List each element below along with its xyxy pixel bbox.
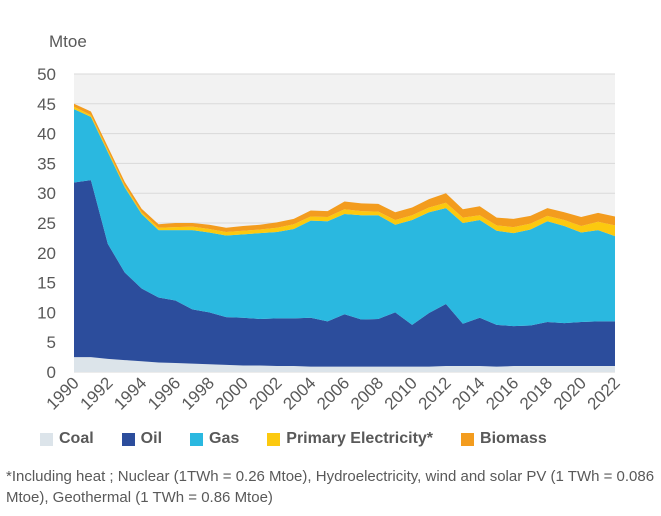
y-tick-label: 10 (37, 303, 56, 322)
x-tick-label: 2002 (246, 373, 286, 413)
legend-item-oil: Oil (121, 430, 163, 448)
x-tick-label: 2022 (584, 373, 624, 413)
legend-swatch-primary-electricity (267, 432, 281, 446)
x-tick-label: 2010 (381, 373, 421, 413)
legend-item-primary-electricity: Primary Electricity* (267, 430, 433, 448)
x-tick-label: 2012 (415, 373, 455, 413)
legend-item-biomass: Biomass (461, 430, 547, 448)
x-tick-label: 2018 (516, 373, 556, 413)
y-axis-label: Mtoe (49, 32, 87, 51)
legend-item-coal: Coal (40, 430, 94, 448)
y-tick-label: 45 (37, 95, 56, 114)
legend-label-primary-electricity: Primary Electricity* (286, 430, 434, 447)
area-biomass (74, 103, 615, 232)
y-tick-label: 15 (37, 274, 56, 293)
x-tick-label: 2014 (448, 373, 488, 413)
y-tick-label: 50 (37, 65, 56, 84)
y-tick-labels: 0 5 10 15 20 25 30 35 40 45 50 (37, 65, 56, 382)
area-gas (74, 109, 615, 327)
legend-swatch-biomass (461, 432, 475, 446)
legend-swatch-gas (190, 432, 204, 446)
legend-swatch-coal (40, 432, 53, 446)
x-tick-label: 1998 (178, 373, 218, 413)
y-tick-label: 0 (47, 363, 56, 382)
y-tick-label: 20 (37, 244, 56, 263)
legend-item-gas: Gas (190, 430, 239, 448)
y-tick-label: 25 (37, 214, 56, 233)
legend: Coal Oil Gas Primary Electricity* Biomas… (40, 430, 575, 448)
legend-label-biomass: Biomass (480, 430, 547, 447)
x-tick-labels: 1990199219941996199820002002200420062008… (43, 373, 624, 413)
area-oil (74, 180, 615, 367)
legend-swatch-oil (121, 432, 135, 446)
x-tick-label: 2004 (279, 373, 319, 413)
legend-label-gas: Gas (209, 430, 240, 447)
area-coal (74, 357, 615, 372)
stacked-area-chart: 0 5 10 15 20 25 30 35 40 45 50 1990199219941996199… (37, 65, 624, 414)
x-tick-label: 1992 (76, 373, 116, 413)
y-tick-label: 40 (37, 125, 56, 144)
x-tick-label: 2000 (212, 373, 252, 413)
x-tick-label: 1994 (110, 373, 150, 413)
x-tick-label: 2008 (347, 373, 387, 413)
y-tick-label: 35 (37, 154, 56, 173)
legend-label-coal: Coal (59, 430, 94, 447)
series-areas (74, 103, 615, 372)
y-tick-label: 5 (47, 333, 56, 352)
x-tick-label: 2020 (550, 373, 590, 413)
x-tick-label: 2006 (313, 373, 353, 413)
legend-label-oil: Oil (140, 430, 163, 447)
footnote: *Including heat ; Nuclear (1TWh = 0.26 M… (6, 468, 655, 506)
y-tick-label: 30 (37, 184, 56, 203)
x-tick-label: 1996 (144, 373, 184, 413)
area-primary-electricity (74, 106, 615, 237)
x-tick-label: 2016 (482, 373, 522, 413)
